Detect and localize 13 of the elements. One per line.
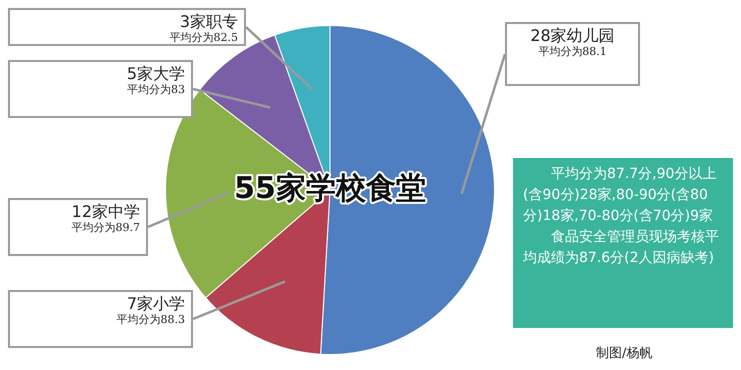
text: 平均分为82.5: [168, 31, 238, 45]
text: 平均分为87.7分,90分以上(含90分)28家,80-90分(含80分)18家,70-80分(含70分)9家: [523, 165, 718, 226]
slice-label: 28家幼儿园: [529, 26, 616, 45]
text: 平均分为88.3: [116, 313, 185, 327]
text: 平均分为88.1: [537, 45, 608, 59]
slice-label: 3家职专: [178, 12, 238, 31]
text: 平均分为83: [126, 83, 185, 97]
text: 制图/杨帆: [596, 345, 652, 362]
slice-label: 7家小学: [126, 294, 185, 313]
text: 平均分为89.7: [70, 221, 140, 235]
slice-label: 12家中学: [70, 202, 140, 221]
slice-label: 5家大学: [126, 64, 185, 83]
text: 食品安全管理员现场考核平均成绩为87.6分(2人因病缺考): [523, 228, 720, 268]
